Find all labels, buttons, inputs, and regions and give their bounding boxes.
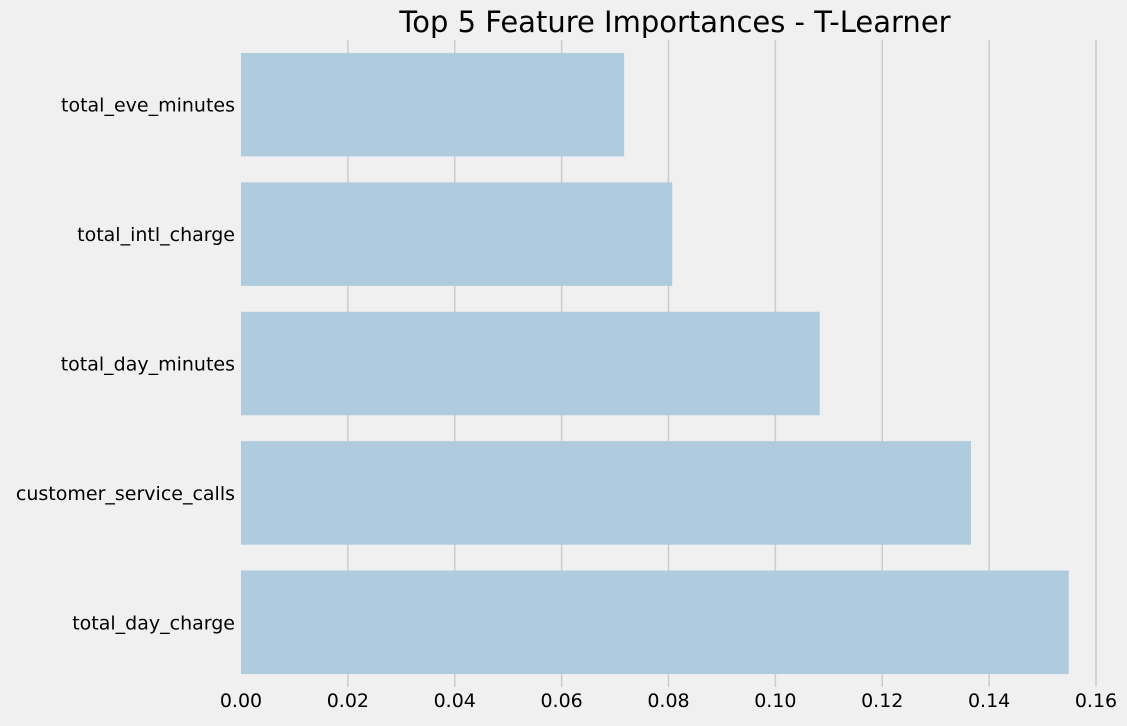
y-tick-label: total_day_charge (72, 612, 235, 634)
bar (241, 441, 971, 545)
y-tick-label: total_day_minutes (61, 354, 235, 376)
x-tick-label: 0.08 (647, 690, 689, 712)
y-tick-label: customer_service_calls (16, 483, 235, 505)
x-tick-label: 0.14 (968, 690, 1010, 712)
x-tick-labels: 0.00 0.02 0.04 0.06 0.08 0.10 0.12 0.14 0.16 (220, 690, 1117, 712)
x-tick-label: 0.06 (540, 690, 582, 712)
bar (241, 570, 1069, 675)
bar (241, 52, 625, 157)
y-tick-labels: total_eve_minutes total_intl_charge total_… (16, 95, 235, 635)
y-tick-label: total_eve_minutes (61, 95, 235, 117)
chart-title: Top 5 Feature Importances - T-Learner (398, 5, 950, 39)
bar (241, 182, 673, 286)
y-tick-label: total_intl_charge (77, 224, 235, 246)
x-tick-label: 0.04 (434, 690, 476, 712)
x-tick-label: 0.10 (754, 690, 796, 712)
x-tick-label: 0.00 (220, 690, 262, 712)
bar (241, 311, 820, 416)
bars (241, 52, 1069, 675)
x-tick-label: 0.16 (1075, 690, 1117, 712)
x-tick-label: 0.02 (327, 690, 369, 712)
x-tick-label: 0.12 (861, 690, 903, 712)
